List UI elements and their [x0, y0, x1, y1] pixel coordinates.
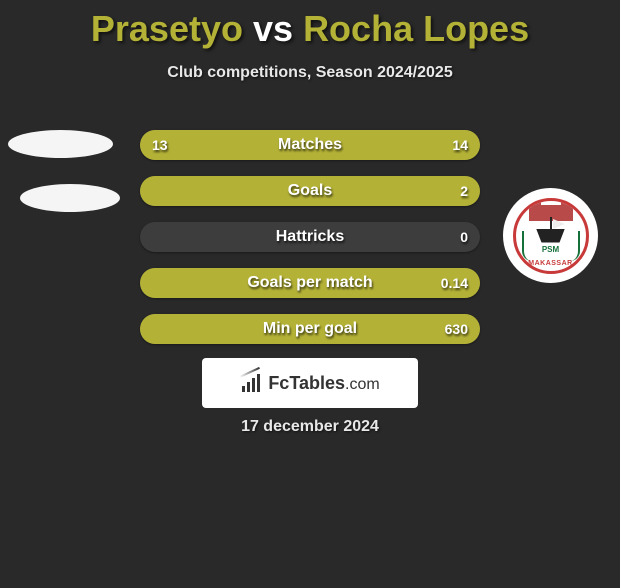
stat-label: Hattricks	[140, 222, 480, 252]
stat-row: Goals2	[140, 176, 480, 206]
player1-avatar-placeholder-2	[20, 184, 120, 212]
stat-value-right: 0.14	[441, 268, 468, 298]
stat-row: Min per goal630	[140, 314, 480, 344]
comparison-bars: Matches13 14 Goals2 Hattricks0 Goals per mat…	[140, 130, 480, 360]
stat-label: Goals	[140, 176, 480, 206]
branding-chart-icon	[240, 374, 262, 392]
subtitle: Club competitions, Season 2024/2025	[0, 64, 620, 82]
player1-avatar-placeholder-1	[8, 130, 113, 158]
stat-row: Matches13 14	[140, 130, 480, 160]
date-text: 17 december 2024	[0, 418, 620, 436]
branding-badge: FcTables.com	[202, 358, 418, 408]
stat-value-right: 630	[445, 314, 468, 344]
stat-value-right: 14	[452, 130, 468, 160]
stat-value-right: 2	[460, 176, 468, 206]
stat-label: Min per goal	[140, 314, 480, 344]
stat-value-left: 13	[152, 130, 168, 160]
stat-label: Goals per match	[140, 268, 480, 298]
stat-row: Goals per match0.14	[140, 268, 480, 298]
stat-label: Matches	[140, 130, 480, 160]
stat-row: Hattricks0	[140, 222, 480, 252]
branding-text: FcTables.com	[268, 373, 379, 394]
vs-text: vs	[253, 8, 293, 49]
player2-club-crest: PSM MAKASSAR	[503, 188, 598, 283]
crest-top-text: PSM	[516, 245, 586, 254]
player2-name: Rocha Lopes	[303, 8, 529, 49]
crest-bottom-text: MAKASSAR	[516, 260, 586, 267]
stat-value-right: 0	[460, 222, 468, 252]
player1-name: Prasetyo	[91, 8, 243, 49]
page-title: Prasetyo vs Rocha Lopes	[0, 8, 620, 50]
crest-icon: PSM MAKASSAR	[513, 198, 589, 274]
